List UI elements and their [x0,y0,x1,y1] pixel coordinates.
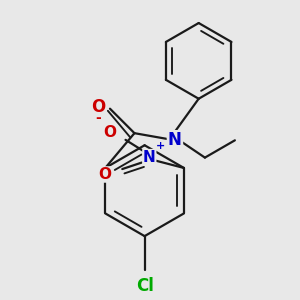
Text: O: O [103,125,116,140]
Text: O: O [98,167,112,182]
Text: +: + [155,141,165,151]
Text: N: N [168,131,182,149]
Text: -: - [96,111,101,125]
Text: N: N [143,150,156,165]
Text: O: O [92,98,106,116]
Text: Cl: Cl [136,277,154,295]
